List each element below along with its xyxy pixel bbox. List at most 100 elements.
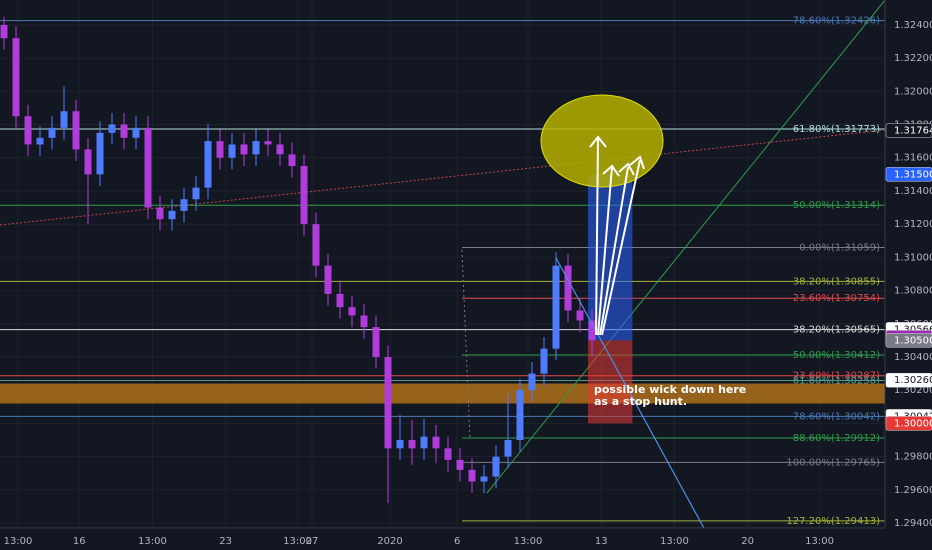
price-axis [885, 0, 932, 550]
candle-body [312, 224, 320, 266]
fib-label: 50.00%(1.30412) [793, 350, 880, 361]
candle-body [564, 265, 572, 311]
x-tick-label: 16 [73, 536, 86, 547]
candle-body [24, 116, 32, 145]
arrow [599, 166, 629, 336]
fib-label: 23.60%(1.30754) [793, 293, 880, 304]
axes: 1.29400 1.29600 1.29800 1.30000 1.30200 1.304… [4, 20, 932, 547]
x-tick-label: 13:00 [805, 536, 834, 547]
y-tick-label: 1.29800 [894, 452, 932, 463]
candle-body [528, 373, 536, 391]
y-tick-label: 1.30200 [894, 385, 932, 396]
candle-body [12, 38, 20, 117]
price-tag-label: 1.30260 [894, 375, 932, 386]
y-tick-label: 1.31400 [894, 186, 932, 197]
candle-body [288, 154, 296, 167]
y-tick-label: 1.30400 [894, 352, 932, 363]
candle-body [300, 166, 308, 225]
candle-body [432, 436, 440, 449]
x-tick-label: 27 [306, 536, 319, 547]
fib-label: 127.20%(1.29413) [786, 516, 880, 527]
arrow [595, 136, 599, 336]
price-tag-label: 1.30000 [894, 418, 932, 429]
price-tag-label: 1.31500 [894, 169, 932, 180]
y-tick-label: 1.29600 [894, 485, 932, 496]
candle-body [348, 307, 356, 316]
fib-label: 78.60%(1.30042) [793, 411, 880, 422]
arrow [601, 159, 641, 336]
price-tag [885, 416, 932, 431]
candle-body [156, 207, 164, 220]
price-tag-label: 1.31764 [894, 126, 932, 137]
candle-body [96, 132, 104, 175]
support-zone [0, 383, 885, 404]
candle-body [204, 141, 212, 188]
candle-body [504, 440, 512, 457]
candle-body [192, 187, 200, 200]
x-tick-label: 13:00 [514, 536, 543, 547]
candle-body [588, 320, 596, 341]
candles [0, 16, 596, 504]
arrow [597, 166, 613, 336]
candle-body [336, 293, 344, 308]
annotation-text: as a stop hunt. [594, 395, 687, 408]
price-tag [885, 167, 932, 182]
candle-body [60, 111, 68, 128]
fib-label: 88.60%(1.29912) [793, 433, 880, 444]
candle-body [372, 327, 380, 357]
grid [0, 0, 885, 528]
x-tick-label: 13:00 [138, 536, 167, 547]
loss-zone [588, 340, 633, 424]
candle-body [120, 124, 128, 138]
candle-body [228, 144, 236, 158]
candle-body [276, 144, 284, 155]
price-tag-label: 1.30566 [894, 324, 932, 335]
y-tick-label: 1.31600 [894, 153, 932, 164]
zone-layer [0, 383, 885, 404]
candle-body [552, 265, 560, 349]
fib-levels: 78.60%(1.32426) 61.80%(1.31773) 50.00%(1.3… [0, 16, 885, 527]
candle-body [48, 127, 56, 138]
fib-label: 61.80%(1.31773) [793, 124, 880, 135]
candle-body [360, 315, 368, 328]
arrows [589, 135, 645, 336]
price-tag-label: 1.30500 [894, 335, 932, 346]
x-tick-label: 13:00 [283, 536, 312, 547]
fib-label: 100.00%(1.29765) [786, 457, 880, 468]
candle-body [540, 348, 548, 374]
price-tag [885, 123, 932, 138]
y-tick-label: 1.30800 [894, 286, 932, 297]
x-tick-label: 2020 [377, 536, 402, 547]
candle-body [384, 356, 392, 449]
x-tick-label: 13:00 [660, 536, 689, 547]
fib-label: 50.00%(1.31314) [793, 200, 880, 211]
candle-body [576, 310, 584, 321]
y-tick-label: 1.32000 [894, 86, 932, 97]
y-tick-label: 1.32200 [894, 53, 932, 64]
candle-body [396, 440, 404, 449]
fib-label: 78.60%(1.32426) [793, 16, 880, 27]
candle-body [132, 127, 140, 138]
x-tick-label: 20 [741, 536, 754, 547]
candle-body [36, 137, 44, 145]
fib-label: 0.00%(1.31059) [799, 243, 880, 254]
candle-body [180, 199, 188, 211]
fib-label: 38.20%(1.30565) [793, 325, 880, 336]
candle-body [408, 440, 416, 449]
candle-body [264, 141, 272, 145]
candle-body [516, 390, 524, 440]
arrow-head [629, 155, 645, 170]
trend-line [555, 257, 706, 531]
candle-body [468, 469, 476, 482]
arrow-head [618, 162, 635, 176]
candle-body [456, 459, 464, 470]
candle-body [168, 210, 176, 220]
fib-label: 23.60%(1.30287) [793, 371, 880, 382]
y-tick-label: 1.31200 [894, 219, 932, 230]
candle-body [0, 24, 8, 39]
annotation-text: possible wick down here [594, 383, 746, 396]
arrow-head [602, 164, 620, 177]
